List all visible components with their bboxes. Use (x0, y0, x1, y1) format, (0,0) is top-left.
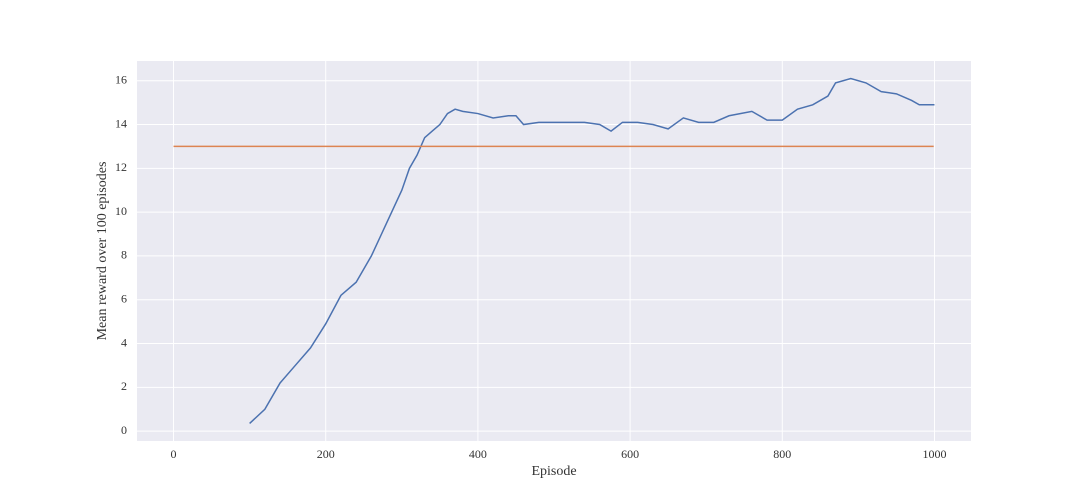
y-tick-label: 2 (121, 379, 127, 393)
x-tick-label: 200 (317, 447, 335, 461)
y-tick-label: 10 (115, 204, 127, 218)
x-tick-label: 400 (469, 447, 487, 461)
x-tick-label: 800 (773, 447, 791, 461)
y-tick-label: 0 (121, 423, 127, 437)
x-tick-label: 0 (171, 447, 177, 461)
plot-area (137, 61, 971, 441)
x-axis-title: Episode (531, 464, 576, 479)
y-tick-label: 14 (115, 116, 127, 130)
y-tick-label: 4 (121, 335, 127, 349)
y-tick-label: 16 (115, 72, 127, 86)
y-tick-label: 6 (121, 291, 127, 305)
y-tick-label: 8 (121, 248, 127, 262)
y-tick-label: 12 (115, 160, 127, 174)
series-line (249, 77, 935, 425)
y-axis-title: Mean reward over 100 episodes (95, 162, 110, 341)
x-tick-label: 600 (621, 447, 639, 461)
x-tick-label: 1000 (922, 447, 946, 461)
